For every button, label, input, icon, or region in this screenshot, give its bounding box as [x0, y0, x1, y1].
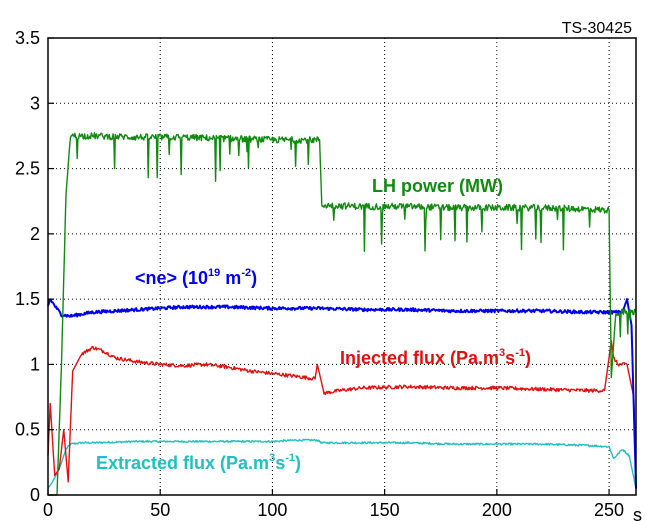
series-line-2 — [47, 340, 637, 489]
shot-number-label: TS-30425 — [562, 20, 632, 37]
y-tick-label: 0.5 — [15, 420, 40, 440]
label-ext-sup1: -1 — [285, 452, 295, 464]
series-label-lh-power-text: LH power (MW) — [372, 176, 503, 196]
x-tick-label: 0 — [43, 500, 53, 520]
label-inj-part0: Injected flux (Pa.m — [340, 348, 499, 368]
y-tick-label: 1 — [30, 354, 40, 374]
x-axis-ticks: 0 50 100 150 200 250 — [43, 489, 624, 520]
series-label-density: <ne> (1019 m-2) — [135, 267, 257, 288]
y-tick-label: 1.5 — [15, 289, 40, 309]
series-label-injected-flux: Injected flux (Pa.m3s-1) — [340, 347, 531, 368]
y-tick-label: 3 — [30, 93, 40, 113]
grid — [48, 38, 636, 495]
x-tick-label: 100 — [257, 500, 287, 520]
label-ext-part1: s — [275, 453, 285, 473]
label-ext-part2: ) — [295, 453, 301, 473]
label-ne-sup0: 19 — [208, 267, 220, 279]
x-tick-label: 150 — [370, 500, 400, 520]
label-inj-sup1: -1 — [515, 347, 525, 359]
series-line-1 — [47, 298, 637, 489]
y-axis-ticks: 0 0.5 1 1.5 2 2.5 3 3.5 — [15, 28, 54, 505]
y-tick-label: 3.5 — [15, 28, 40, 48]
x-axis-unit-label: s — [633, 505, 642, 521]
label-ne-part0: <ne> (10 — [135, 268, 208, 288]
plot-frame — [47, 37, 637, 496]
x-tick-label: 200 — [482, 500, 512, 520]
series-line-3 — [47, 438, 637, 489]
y-tick-label: 0 — [30, 485, 40, 505]
series-layer — [47, 132, 637, 496]
label-inj-part1: s — [505, 348, 515, 368]
label-ext-sup0: 3 — [269, 452, 275, 464]
label-ne-sup1: -2 — [241, 267, 251, 279]
x-tick-label: 250 — [594, 500, 624, 520]
label-inj-sup0: 3 — [499, 347, 505, 359]
y-tick-label: 2.5 — [15, 159, 40, 179]
series-label-extracted-flux: Extracted flux (Pa.m3s-1) — [96, 452, 301, 473]
y-tick-label: 2 — [30, 224, 40, 244]
label-ne-part2: ) — [251, 268, 257, 288]
label-inj-part2: ) — [525, 348, 531, 368]
series-label-lh-power: LH power (MW) — [372, 176, 503, 196]
series-line-0 — [48, 132, 637, 496]
x-tick-label: 50 — [150, 500, 170, 520]
label-ext-part0: Extracted flux (Pa.m — [96, 453, 269, 473]
label-ne-part1: m — [220, 268, 241, 288]
